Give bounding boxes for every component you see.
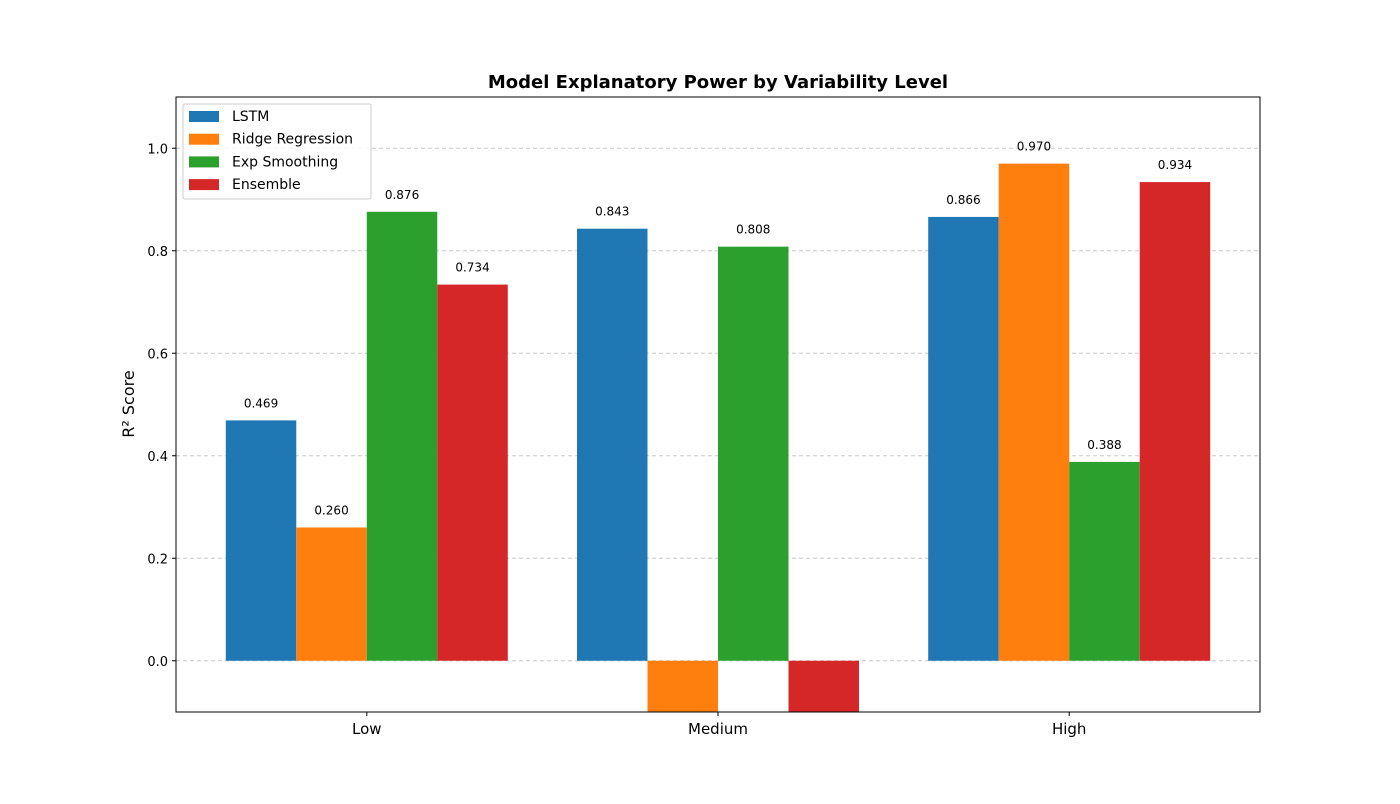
bar (437, 284, 508, 661)
bar (296, 527, 367, 661)
data-label: 0.843 (595, 205, 629, 219)
x-tick-label: Medium (688, 720, 748, 738)
legend-swatch (189, 179, 219, 191)
data-label: 0.970 (1017, 140, 1051, 154)
bar-layer (225, 163, 1211, 712)
y-axis-label: R² Score (119, 370, 138, 437)
y-tick-label: 0.2 (147, 552, 168, 567)
bar (366, 211, 438, 661)
legend-label: LSTM (232, 109, 269, 125)
legend-label: Ridge Regression (232, 132, 353, 148)
data-label-layer: 0.469 0.843 0.866 0.260 0.970 0.876 0.808 0.388… (244, 140, 1192, 518)
bar (225, 420, 297, 661)
y-tick-label: 1.0 (147, 142, 168, 157)
data-label: 0.808 (736, 223, 770, 237)
data-label: 0.469 (244, 396, 278, 410)
x-tick-label: Low (352, 720, 382, 738)
data-label: 0.866 (946, 193, 980, 207)
x-axis-ticks: Low Medium High (352, 712, 1086, 738)
bar (1069, 461, 1140, 661)
data-label: 0.876 (385, 188, 419, 202)
legend-swatch (189, 133, 219, 145)
data-label: 0.260 (314, 504, 348, 518)
y-tick-label: 0.0 (147, 655, 168, 670)
legend-box (182, 103, 372, 200)
legend-swatch (189, 156, 219, 168)
chart-title: Model Explanatory Power by Variability L… (488, 72, 948, 93)
legend-swatch (189, 111, 219, 122)
x-tick-label: High (1052, 720, 1086, 738)
bar (998, 163, 1070, 661)
y-tick-label: 0.6 (147, 347, 168, 362)
data-label: 0.934 (1158, 158, 1192, 172)
legend: LSTM Ridge Regression Exp Smoothing Ensembl… (182, 103, 372, 200)
y-tick-label: 0.4 (147, 450, 168, 465)
bar (788, 660, 859, 712)
bar (647, 660, 718, 712)
legend-label: Ensemble (232, 177, 301, 193)
legend-label: Exp Smoothing (232, 154, 338, 170)
data-label: 0.388 (1087, 438, 1121, 452)
bar (577, 228, 648, 661)
data-label: 0.734 (455, 261, 489, 275)
bar (718, 246, 789, 661)
y-axis-ticks: 0.0 0.2 0.4 0.6 0.8 1.0 (147, 142, 176, 670)
bar (928, 216, 999, 661)
y-tick-label: 0.8 (147, 245, 168, 260)
bar (1139, 182, 1211, 661)
